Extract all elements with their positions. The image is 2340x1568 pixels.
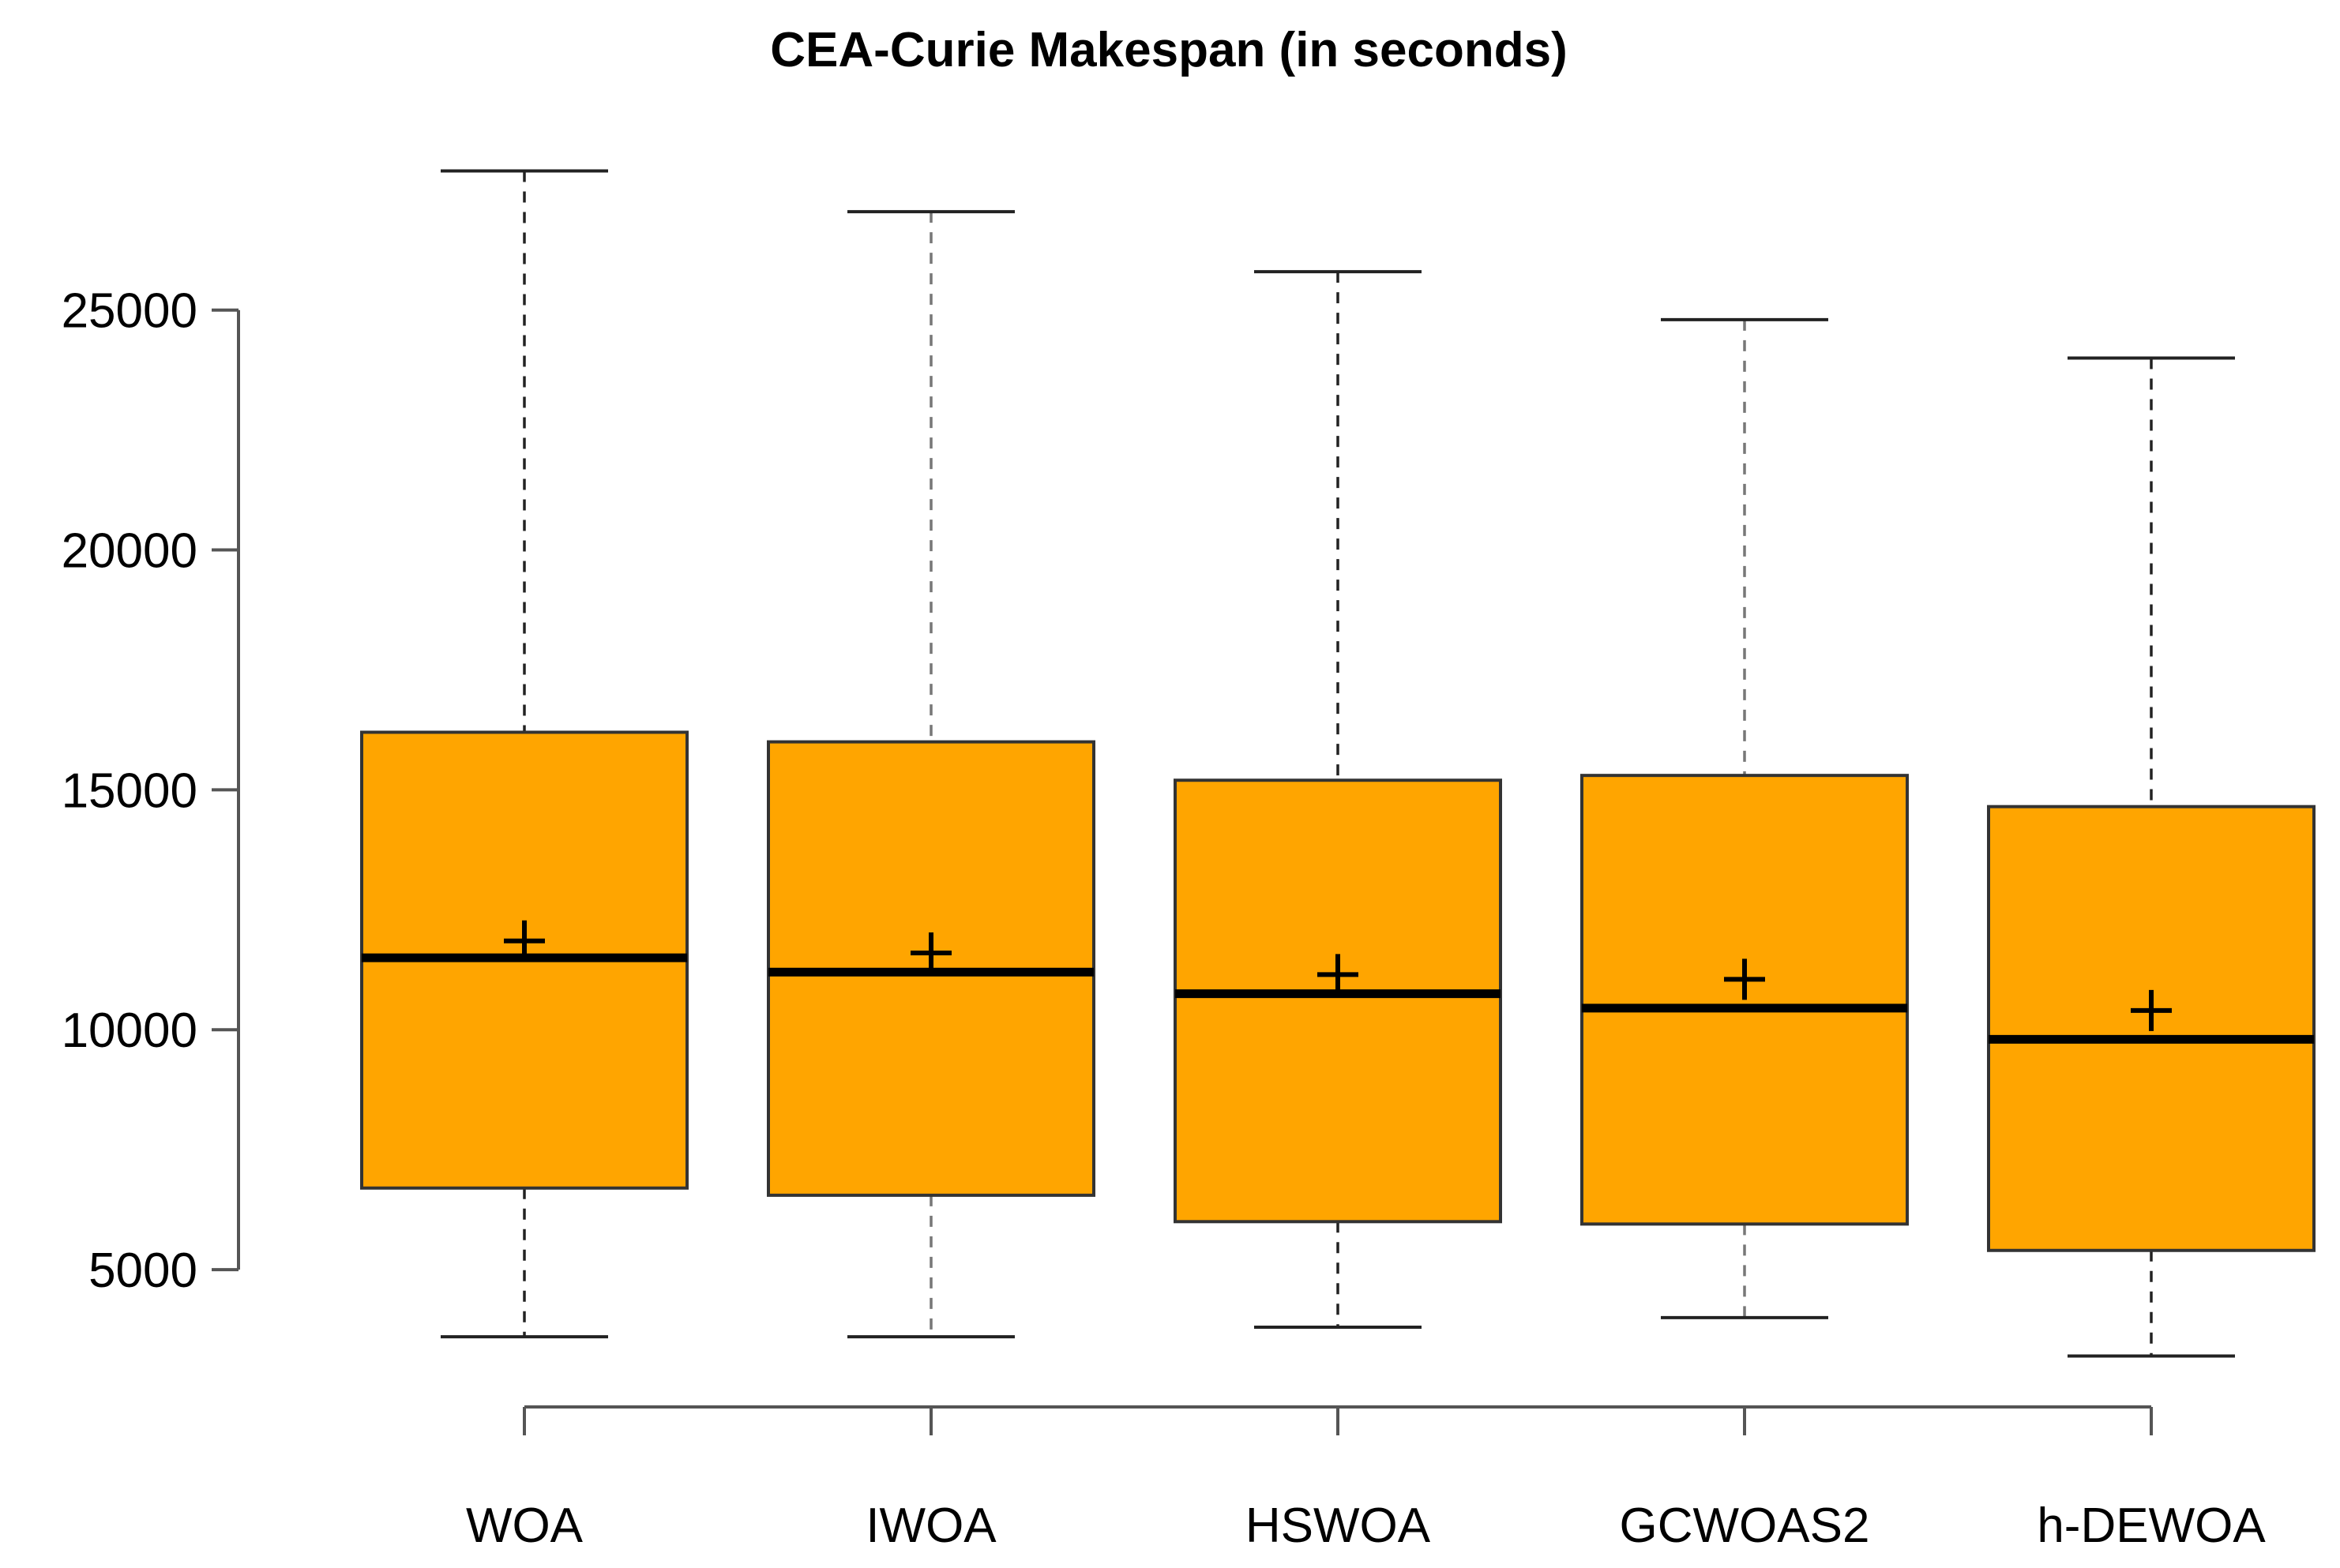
box-series xyxy=(360,169,2316,1358)
y-tick-label: 5000 xyxy=(88,1244,197,1298)
y-tick-label: 20000 xyxy=(62,524,197,579)
x-tick-label: h-DEWOA xyxy=(2037,1499,2266,1553)
y-tick-label: 10000 xyxy=(62,1003,197,1058)
mean-marker xyxy=(1724,958,1765,1000)
x-axis: WOA IWOA HSWOA GCWOAS2 h-DEWOA xyxy=(466,1405,2266,1553)
mean-marker xyxy=(1317,954,1358,996)
box-hswoa xyxy=(1174,270,1502,1329)
x-tick-label: GCWOAS2 xyxy=(1620,1499,1870,1553)
iqr-box xyxy=(1174,778,1502,1224)
box-h-dewoa xyxy=(1987,356,2316,1358)
y-tick-label: 25000 xyxy=(62,284,197,339)
y-tick-label: 15000 xyxy=(62,763,197,818)
box-gcwoas2 xyxy=(1580,317,1909,1319)
mean-marker xyxy=(2131,989,2172,1031)
box-iwoa xyxy=(767,210,1095,1339)
x-tick-label: HSWOA xyxy=(1245,1499,1431,1553)
box-woa xyxy=(360,169,689,1339)
x-tick-label: WOA xyxy=(466,1499,584,1553)
mean-marker xyxy=(911,932,952,973)
x-tick-label: IWOA xyxy=(866,1499,997,1553)
chart-title: CEA-Curie Makespan (in seconds) xyxy=(770,23,1567,77)
y-axis: 5000 10000 15000 20000 25000 xyxy=(62,284,240,1298)
mean-marker xyxy=(504,920,545,962)
